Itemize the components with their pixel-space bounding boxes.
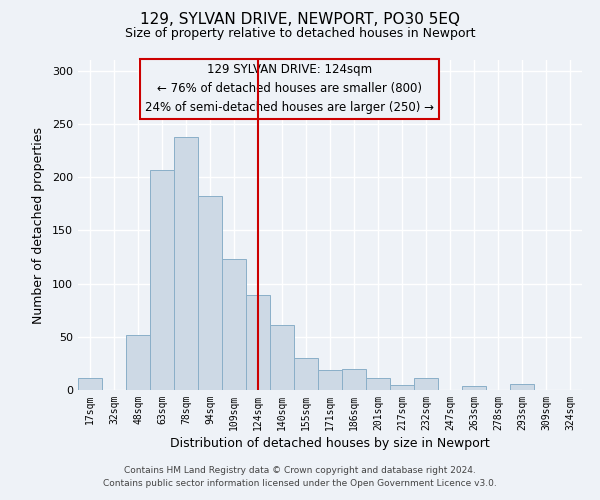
Text: Size of property relative to detached houses in Newport: Size of property relative to detached ho…	[125, 28, 475, 40]
Bar	[414, 378, 438, 390]
Bar	[462, 386, 486, 390]
Bar	[342, 368, 366, 390]
Bar	[390, 384, 414, 390]
Text: 129, SYLVAN DRIVE, NEWPORT, PO30 5EQ: 129, SYLVAN DRIVE, NEWPORT, PO30 5EQ	[140, 12, 460, 28]
Text: 129 SYLVAN DRIVE: 124sqm
← 76% of detached houses are smaller (800)
24% of semi-: 129 SYLVAN DRIVE: 124sqm ← 76% of detach…	[145, 64, 434, 114]
Bar	[510, 384, 534, 390]
Bar	[270, 325, 294, 390]
Bar	[78, 378, 102, 390]
Bar	[174, 136, 198, 390]
Bar	[126, 334, 150, 390]
X-axis label: Distribution of detached houses by size in Newport: Distribution of detached houses by size …	[170, 437, 490, 450]
Bar	[294, 358, 318, 390]
Bar	[150, 170, 174, 390]
Bar	[198, 196, 222, 390]
Text: Contains HM Land Registry data © Crown copyright and database right 2024.
Contai: Contains HM Land Registry data © Crown c…	[103, 466, 497, 487]
Bar	[246, 296, 270, 390]
Bar	[366, 378, 390, 390]
Bar	[318, 370, 342, 390]
Bar	[222, 259, 246, 390]
Y-axis label: Number of detached properties: Number of detached properties	[32, 126, 45, 324]
